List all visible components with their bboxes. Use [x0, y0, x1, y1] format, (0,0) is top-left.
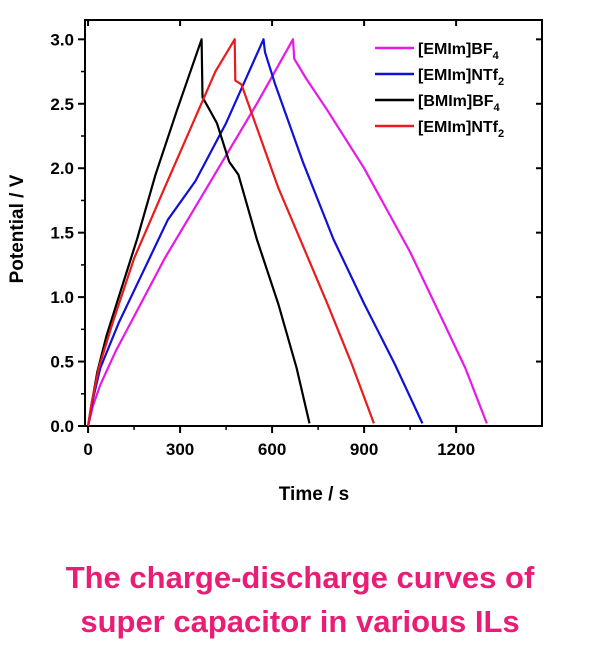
y-tick-label: 0.0 — [50, 417, 74, 436]
y-tick-label: 3.0 — [50, 30, 74, 49]
series-line-4 — [87, 38, 375, 427]
legend-label-3: [BMIm]BF4 — [418, 93, 501, 114]
charge-discharge-chart: 0 300 600 900 1200 0.0 0.5 1.0 1.5 2.0 2.5 3.0 [EMI… — [7, 19, 543, 505]
y-tick-label: 2.0 — [50, 159, 74, 178]
legend-label-4: [EMIm]NTf2 — [418, 119, 504, 140]
legend-label-1: [EMIm]BF4 — [418, 41, 500, 62]
y-tick-label: 2.5 — [50, 95, 74, 114]
series-line-2 — [87, 38, 424, 427]
axes-layer: 0 300 600 900 1200 0.0 0.5 1.0 1.5 2.0 2.5 3.0 — [50, 20, 542, 459]
legend: [EMIm]BF4 [EMIm]NTf2 [BMIm]BF4 [EMIm]NTf2 — [375, 41, 504, 140]
caption: The charge-discharge curves of super cap… — [0, 556, 600, 644]
caption-line-2: super capacitor in various ILs — [80, 604, 520, 639]
series-layer — [87, 38, 488, 427]
x-tick-label: 300 — [166, 440, 194, 459]
y-tick-label: 0.5 — [50, 353, 74, 372]
series-line-3 — [87, 38, 311, 427]
series-line-1 — [87, 38, 488, 427]
x-tick-label: 1200 — [437, 440, 475, 459]
plot-frame — [84, 19, 543, 427]
legend-label-2: [EMIm]NTf2 — [418, 67, 504, 88]
y-tick-label: 1.0 — [50, 288, 74, 307]
x-tick-label: 900 — [350, 440, 378, 459]
y-axis-title: Potential / V — [7, 174, 28, 283]
plot-area — [84, 19, 543, 427]
x-axis-title: Time / s — [279, 484, 349, 505]
x-tick-label: 0 — [83, 440, 92, 459]
x-tick-label: 600 — [258, 440, 286, 459]
y-tick-label: 1.5 — [50, 224, 74, 243]
caption-line-1: The charge-discharge curves of — [65, 560, 535, 595]
